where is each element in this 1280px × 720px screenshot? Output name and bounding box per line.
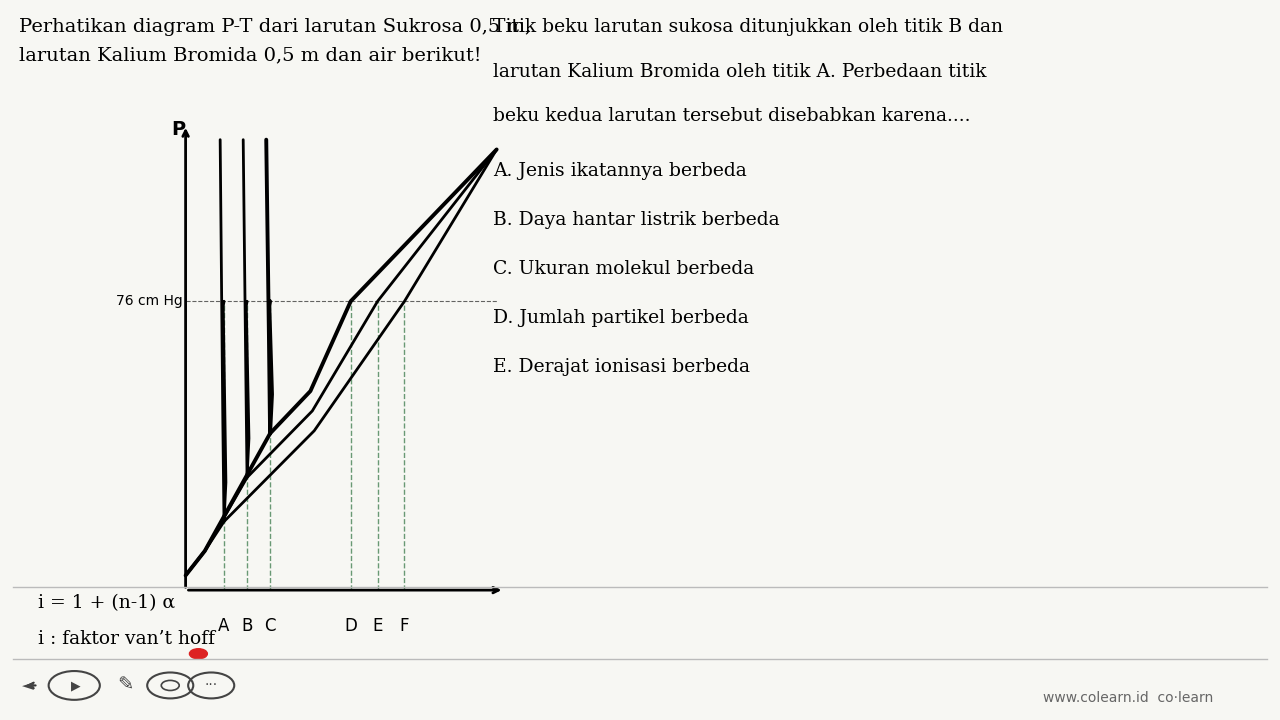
Text: ✎: ✎	[118, 676, 133, 695]
Text: B: B	[242, 617, 252, 635]
Text: ◄: ◄	[22, 678, 35, 693]
Text: D: D	[344, 617, 357, 635]
Text: P: P	[170, 120, 186, 139]
Text: 76 cm Hg: 76 cm Hg	[116, 294, 183, 308]
Text: Perhatikan diagram P-T dari larutan Sukrosa 0,5 m,: Perhatikan diagram P-T dari larutan Sukr…	[19, 18, 531, 36]
Text: larutan Kalium Bromida oleh titik A. Perbedaan titik: larutan Kalium Bromida oleh titik A. Per…	[493, 63, 987, 81]
Text: i = 1 + (n-1) α: i = 1 + (n-1) α	[38, 594, 175, 612]
Text: i : faktor van’t hoff: i : faktor van’t hoff	[38, 630, 215, 648]
Text: E. Derajat ionisasi berbeda: E. Derajat ionisasi berbeda	[493, 358, 750, 376]
Text: beku kedua larutan tersebut disebabkan karena....: beku kedua larutan tersebut disebabkan k…	[493, 107, 970, 125]
Text: larutan Kalium Bromida 0,5 m dan air berikut!: larutan Kalium Bromida 0,5 m dan air ber…	[19, 47, 481, 65]
Text: C. Ukuran molekul berbeda: C. Ukuran molekul berbeda	[493, 260, 754, 278]
Text: A. Jenis ikatannya berbeda: A. Jenis ikatannya berbeda	[493, 162, 746, 180]
Text: D. Jumlah partikel berbeda: D. Jumlah partikel berbeda	[493, 309, 749, 327]
Text: C: C	[265, 617, 275, 635]
Text: www.colearn.id  co·learn: www.colearn.id co·learn	[1043, 691, 1213, 706]
Text: A: A	[219, 617, 229, 635]
Text: E: E	[372, 617, 383, 635]
Text: F: F	[399, 617, 410, 635]
Text: ···: ···	[205, 678, 218, 693]
Text: ▶: ▶	[70, 679, 81, 692]
Text: B. Daya hantar listrik berbeda: B. Daya hantar listrik berbeda	[493, 211, 780, 229]
Text: Titik beku larutan sukosa ditunjukkan oleh titik B dan: Titik beku larutan sukosa ditunjukkan ol…	[493, 18, 1002, 36]
